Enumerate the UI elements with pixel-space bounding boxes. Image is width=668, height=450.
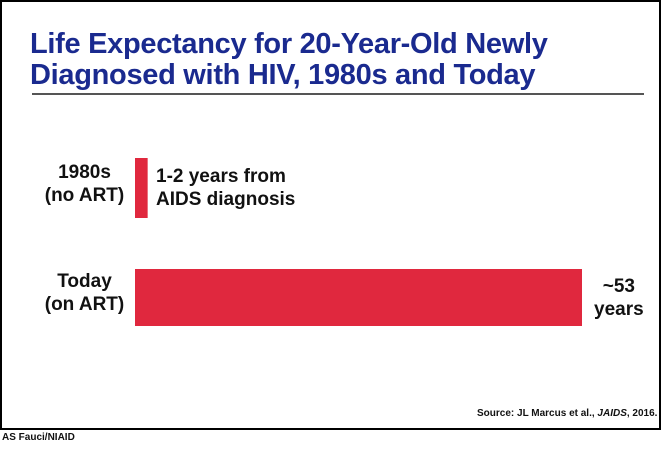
- data-label-1980s: 1-2 years from AIDS diagnosis: [156, 165, 295, 211]
- data-label-today-line1: ~53: [602, 276, 635, 297]
- footer-credit: AS Fauci/NIAID: [2, 432, 75, 443]
- bar-today: [135, 269, 582, 326]
- data-label-today: ~53 years: [594, 275, 644, 321]
- category-label-1980s-line2: (no ART): [44, 185, 125, 206]
- source-suffix: , 2016.: [626, 408, 658, 419]
- data-label-1980s-line1: 1-2 years from: [156, 166, 286, 187]
- source-citation: Source: JL Marcus et al., JAIDS, 2016.: [477, 408, 657, 419]
- bar-1980s: [135, 158, 148, 218]
- source-prefix: Source: JL Marcus et al.,: [477, 408, 598, 419]
- category-label-1980s: 1980s (no ART): [32, 161, 137, 207]
- data-label-today-line2: years: [594, 299, 644, 320]
- category-label-today: Today (on ART): [32, 270, 137, 316]
- slide-title-line-2: Diagnosed with HIV, 1980s and Today: [30, 59, 536, 91]
- slide-title-line-1: Life Expectancy for 20-Year-Old Newly: [30, 28, 548, 60]
- title-divider: [32, 93, 644, 95]
- category-label-1980s-line1: 1980s: [58, 162, 111, 183]
- category-label-today-line1: Today: [57, 271, 112, 292]
- source-journal: JAIDS: [597, 408, 627, 419]
- data-label-1980s-line2: AIDS diagnosis: [156, 189, 296, 210]
- category-label-today-line2: (on ART): [44, 294, 125, 315]
- slide-frame: Life Expectancy for 20-Year-Old Newly Di…: [0, 0, 661, 430]
